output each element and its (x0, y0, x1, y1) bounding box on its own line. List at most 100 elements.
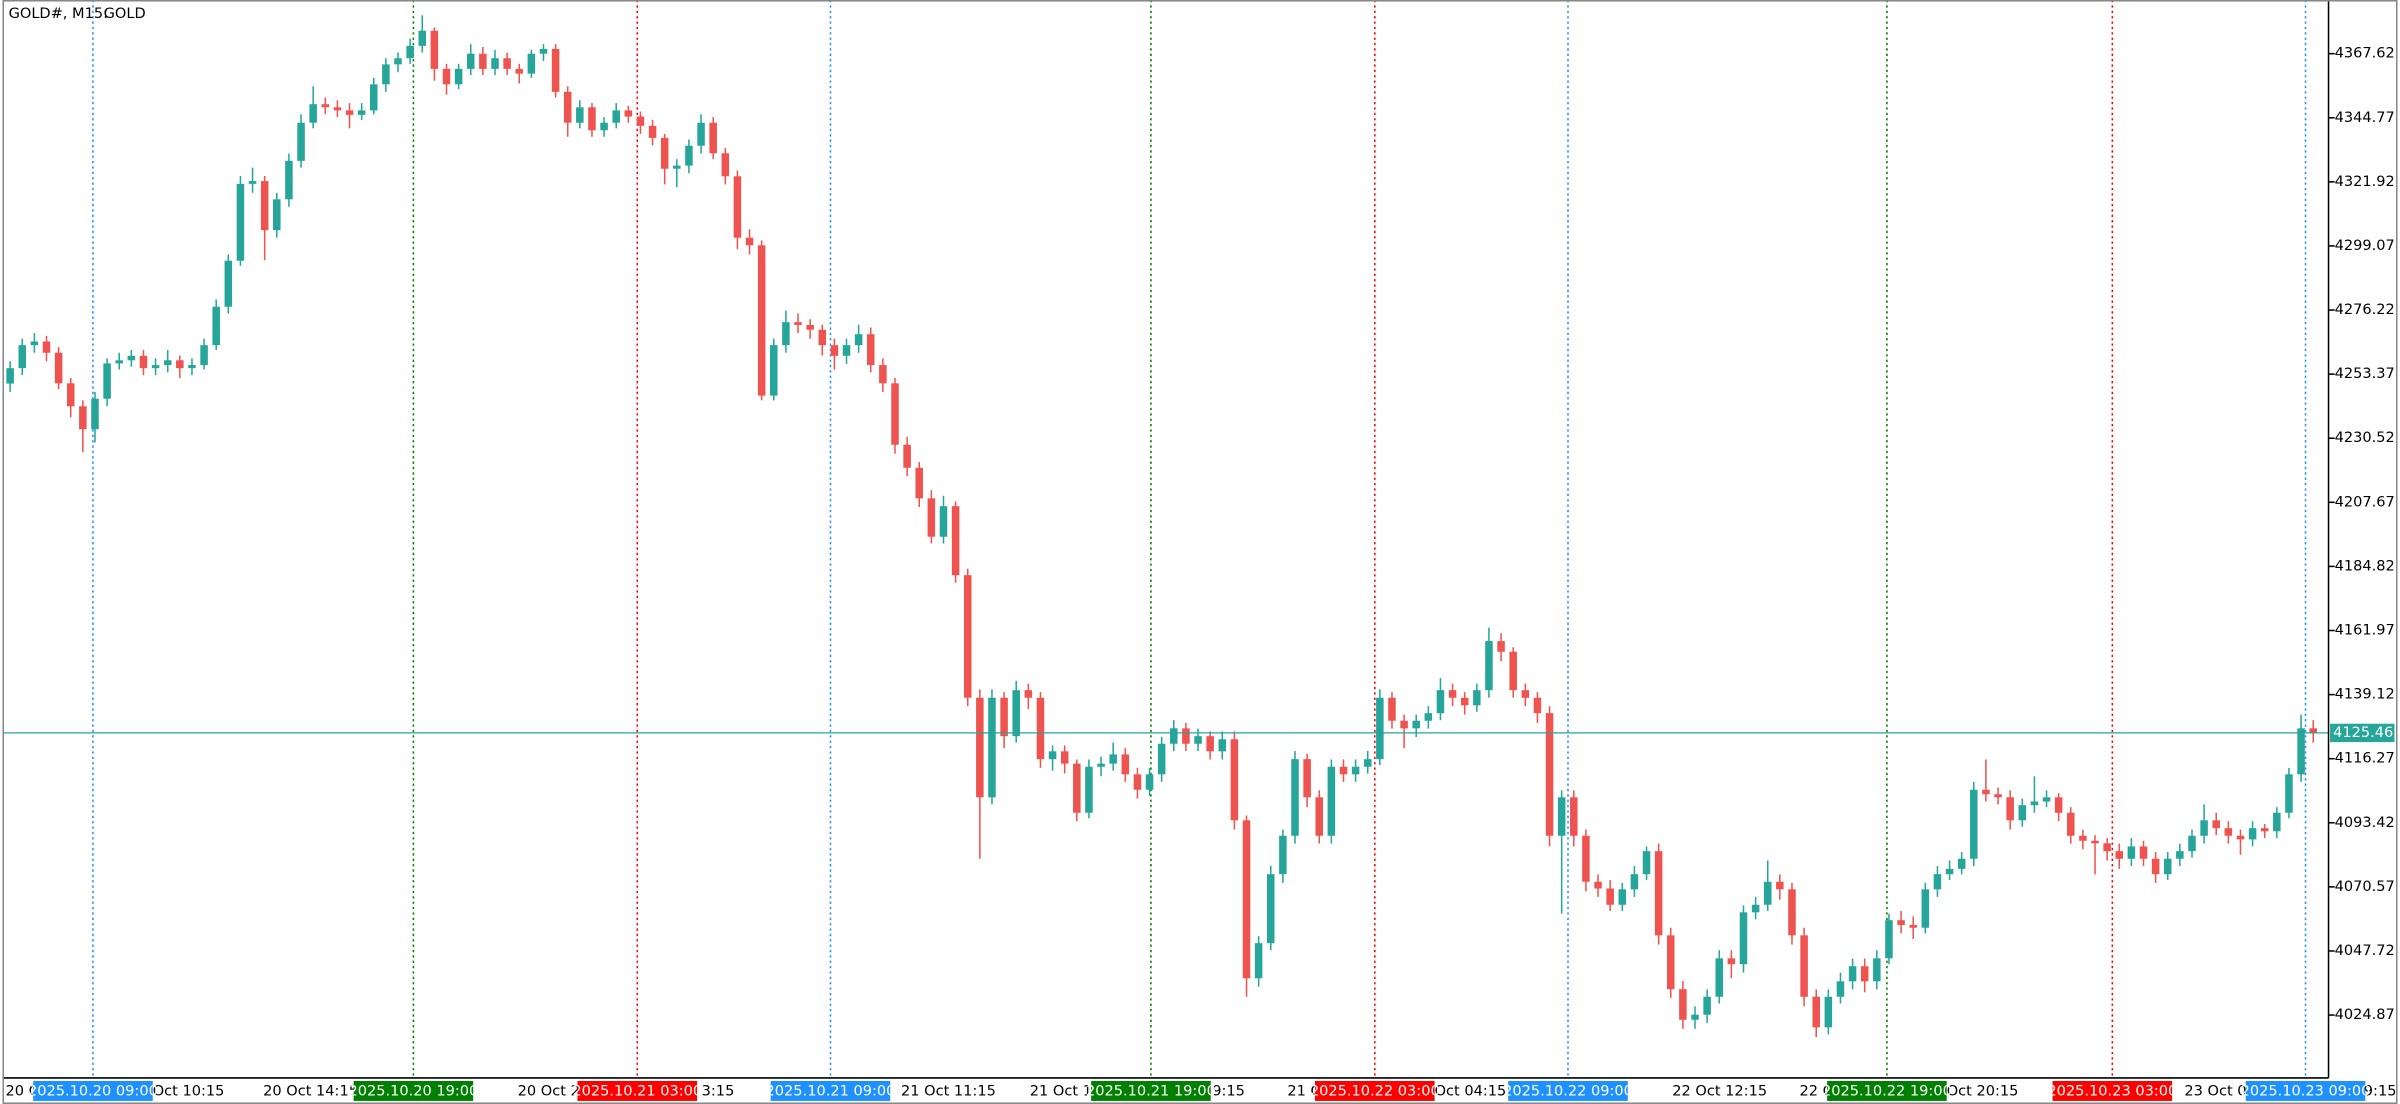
candle-body (357, 110, 366, 115)
candle-body (1630, 874, 1639, 890)
candle-body (879, 365, 887, 384)
candle-body (782, 322, 790, 346)
candle-body (1242, 820, 1251, 979)
candle-body (1351, 766, 1360, 775)
candle-body (139, 355, 148, 369)
candle-body (2212, 820, 2220, 829)
y-tick-label: 4070.57 (2335, 878, 2395, 895)
x-tick-label: 20 Oct 22 (518, 1083, 589, 1100)
y-tick-label: 4344.77 (2335, 109, 2395, 126)
candle-body (2309, 728, 2317, 734)
candle-body (1194, 736, 1202, 744)
candle-body (115, 360, 123, 364)
candle-body (2042, 797, 2051, 802)
candle-body (406, 45, 414, 59)
candle-body (794, 322, 802, 325)
candle-body (1885, 920, 1893, 959)
candle-body (1970, 789, 1978, 859)
candle-body (830, 345, 839, 356)
separator-label: 2025.10.23 09:00 (2241, 1083, 2371, 1100)
x-tick-label: 9:15 (2364, 1083, 2397, 1100)
candle-body (1448, 690, 1457, 698)
candle-body (382, 64, 390, 85)
x-tick-label: Oct 10:15 (153, 1083, 225, 1100)
candle-body (1473, 690, 1481, 706)
candle-body (1909, 924, 1917, 928)
candle-body (345, 110, 354, 115)
candle-body (1654, 851, 1663, 936)
candle-body (176, 360, 184, 369)
candle-body (1957, 858, 1966, 869)
candle-body (1315, 797, 1324, 836)
candle-body (479, 53, 487, 69)
candle-body (1715, 958, 1724, 997)
x-tick-label: 21 C (1287, 1083, 1320, 1100)
separator-label-box (353, 1081, 474, 1101)
candle-body (854, 334, 863, 346)
candle-body (2139, 846, 2148, 859)
candle-body (2273, 812, 2281, 832)
candle-body (1994, 794, 2002, 798)
candle-body (1400, 720, 1408, 729)
candle-body (224, 260, 233, 307)
last-price-label: 4125.46 (2333, 724, 2393, 741)
candle-body (1073, 763, 1081, 813)
x-tick-label: 21 Oct 11:15 (901, 1083, 996, 1100)
candle-body (721, 153, 730, 177)
candle-body (236, 183, 245, 261)
separator-label-box (770, 1081, 891, 1101)
candle-body (2079, 835, 2087, 841)
candle-body (54, 352, 63, 384)
candle-body (527, 53, 536, 74)
candle-body (2176, 851, 2184, 859)
candle-body (2103, 843, 2111, 852)
candle-body (394, 58, 402, 65)
candle-body (2200, 820, 2208, 836)
candle-body (66, 383, 75, 407)
candle-body (685, 145, 693, 166)
candle-body (466, 53, 475, 69)
candle-body (1618, 889, 1627, 905)
candle-body (1485, 641, 1493, 691)
separator-label: 2025.10.22 03:00 (1310, 1083, 1440, 1100)
x-tick-label: 20 O (6, 1083, 41, 1100)
candle-body (212, 306, 220, 346)
candle-body (1109, 754, 1117, 764)
candle-body (454, 68, 463, 85)
candle-body (1376, 697, 1384, 760)
x-tick-label: 22 O (1800, 1083, 1835, 1100)
separator-label: 2025.10.21 03:00 (572, 1083, 702, 1100)
candle-body (951, 506, 960, 576)
candle-body (1388, 697, 1396, 721)
candle-body (2127, 846, 2136, 859)
candle-body (163, 360, 172, 366)
candle-body (612, 110, 620, 123)
candle-body (818, 329, 827, 346)
candle-body (79, 406, 87, 430)
candle-body (103, 363, 111, 399)
candle-body (1860, 966, 1869, 982)
x-tick-label: 9:15 (1212, 1083, 1245, 1100)
candle-body (709, 122, 717, 154)
candle-body (2151, 858, 2160, 875)
candle-body (563, 91, 572, 123)
separator-label: 2025.10.22 09:00 (1503, 1083, 1633, 1100)
candle-body (648, 125, 657, 138)
candle-body (273, 199, 281, 231)
candle-body (188, 365, 196, 369)
candle-body (1327, 766, 1336, 836)
candle-body (1751, 904, 1760, 913)
candle-body (442, 68, 451, 85)
y-tick-label: 4116.27 (2335, 750, 2395, 767)
y-tick-label: 4253.37 (2335, 365, 2395, 382)
candle-body (491, 58, 499, 69)
y-tick-label: 4161.97 (2335, 622, 2395, 639)
candle-body (2018, 805, 2027, 821)
candle-body (636, 116, 645, 126)
candle-body (1642, 851, 1651, 875)
candle-body (1424, 713, 1433, 721)
last-price-box (2330, 723, 2395, 743)
candle-body (1545, 713, 1554, 836)
